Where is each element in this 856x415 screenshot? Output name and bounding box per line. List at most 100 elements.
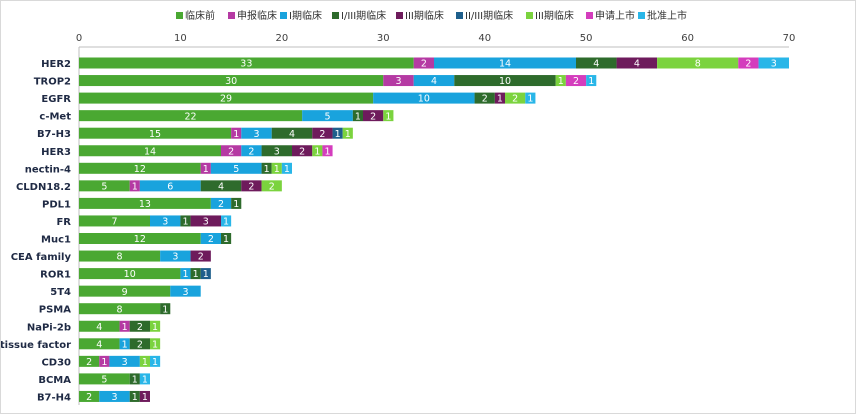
bar-row: 12 1 5 1 1 1 (79, 162, 292, 175)
data-label: 1 (345, 129, 351, 140)
legend-swatch (638, 12, 645, 19)
y-tick-label: FR (56, 217, 71, 228)
bar-segment (99, 390, 130, 402)
data-label: 1 (182, 217, 188, 228)
legend-item: III期临床 (526, 9, 574, 22)
bar-segment (180, 268, 191, 280)
legend-swatch (176, 12, 183, 19)
bar-row: 15 1 3 4 2 1 1 (79, 127, 353, 140)
data-label: 4 (96, 322, 102, 333)
legend-swatch (228, 12, 235, 19)
y-tick-label: tissue factor (1, 340, 71, 351)
data-label: 8 (117, 252, 123, 263)
bar-row: 10 1 1 1 (79, 268, 211, 280)
bar-segment (555, 75, 566, 87)
legend-label: III期临床 (535, 9, 574, 22)
bar-segment (79, 355, 100, 367)
data-label: 1 (233, 129, 239, 140)
bar-segment (342, 127, 353, 139)
data-label: 2 (745, 59, 751, 70)
data-label: 1 (162, 304, 168, 315)
data-label: 1 (193, 269, 199, 280)
bar-segment (119, 338, 130, 350)
legend-swatch (456, 12, 463, 19)
bar-segment (160, 303, 171, 315)
y-tick-label: PSMA (39, 305, 71, 316)
bar-segment (109, 355, 140, 367)
bar-segment (79, 303, 161, 315)
bar-row: 12 2 1 (79, 233, 232, 245)
data-label: 2 (269, 181, 275, 192)
data-label: 2 (86, 392, 92, 403)
legend-swatch (526, 12, 533, 19)
data-label: 1 (122, 322, 128, 333)
bar-segment (79, 92, 374, 104)
bar-segment (150, 355, 161, 367)
y-tick-label: CEA family (11, 252, 72, 263)
legend: 临床前 申报临床 I期临床 I/III期临床 III期临床 II/III期临床 III期临床… (176, 9, 687, 22)
data-label: 15 (149, 129, 161, 140)
bar-segment (312, 145, 323, 157)
bar-row: 33 2 14 4 4 8 2 3 (79, 57, 789, 70)
data-label: 33 (240, 59, 252, 70)
bar-segment (129, 390, 140, 402)
data-label: 1 (132, 392, 138, 403)
bar-segment (221, 233, 232, 244)
bar-segment (139, 390, 150, 402)
data-label: 4 (634, 59, 640, 70)
bar-segment (200, 233, 221, 244)
y-tick-label: NaPi-2b (27, 322, 71, 333)
bar-segment (139, 180, 201, 192)
bar-segment (119, 320, 130, 332)
legend-swatch (280, 12, 287, 19)
bar-segment (271, 162, 282, 174)
data-label: 5 (101, 181, 107, 192)
data-label: 2 (218, 199, 224, 210)
bar-row: 13 2 1 (79, 197, 242, 210)
data-label: 3 (203, 217, 209, 228)
data-label: 1 (142, 357, 148, 368)
legend-swatch (586, 12, 593, 19)
bar-segment (494, 92, 505, 104)
bar-segment (322, 145, 333, 157)
bar-segment (413, 57, 434, 69)
bar-segment (79, 162, 201, 174)
data-label: 1 (182, 269, 188, 280)
data-label: 1 (355, 111, 361, 122)
x-tick-label: 60 (681, 33, 694, 44)
x-tick-label: 70 (783, 33, 796, 44)
bar-segment (79, 390, 100, 402)
bar-segment (99, 355, 110, 367)
bar-row: 29 10 2 1 2 1 (79, 92, 536, 105)
legend-swatch (396, 12, 403, 19)
data-label: 2 (512, 94, 518, 105)
bar-segment (261, 162, 272, 174)
bar-segment (221, 215, 232, 227)
y-tick-label: TROP2 (34, 77, 71, 88)
legend-swatch (332, 12, 339, 19)
y-tick-label: 5T4 (50, 287, 71, 298)
bar-segment (383, 110, 394, 122)
bar-segment (129, 373, 140, 385)
bar-row: 5 1 6 4 2 2 (79, 180, 282, 192)
bar-segment (79, 180, 130, 192)
bar-row: 7 3 1 3 1 (79, 215, 232, 228)
data-label: 8 (117, 304, 123, 315)
y-tick-label: c-Met (39, 112, 71, 123)
bar-segment (160, 250, 191, 262)
y-tick-label: PDL1 (42, 199, 71, 210)
data-label: 2 (573, 76, 579, 87)
bar-segment (576, 57, 617, 69)
bar-segment (616, 57, 658, 69)
y-axis: HER2 TROP2 EGFR c-Met B7-H3 HER3 nectin-4 CLDN1… (1, 47, 80, 405)
bar-segment (150, 338, 161, 350)
x-tick-label: 40 (478, 33, 491, 44)
y-tick-label: HER3 (41, 147, 71, 158)
data-label: 7 (111, 217, 117, 228)
bar-segment (139, 373, 150, 385)
